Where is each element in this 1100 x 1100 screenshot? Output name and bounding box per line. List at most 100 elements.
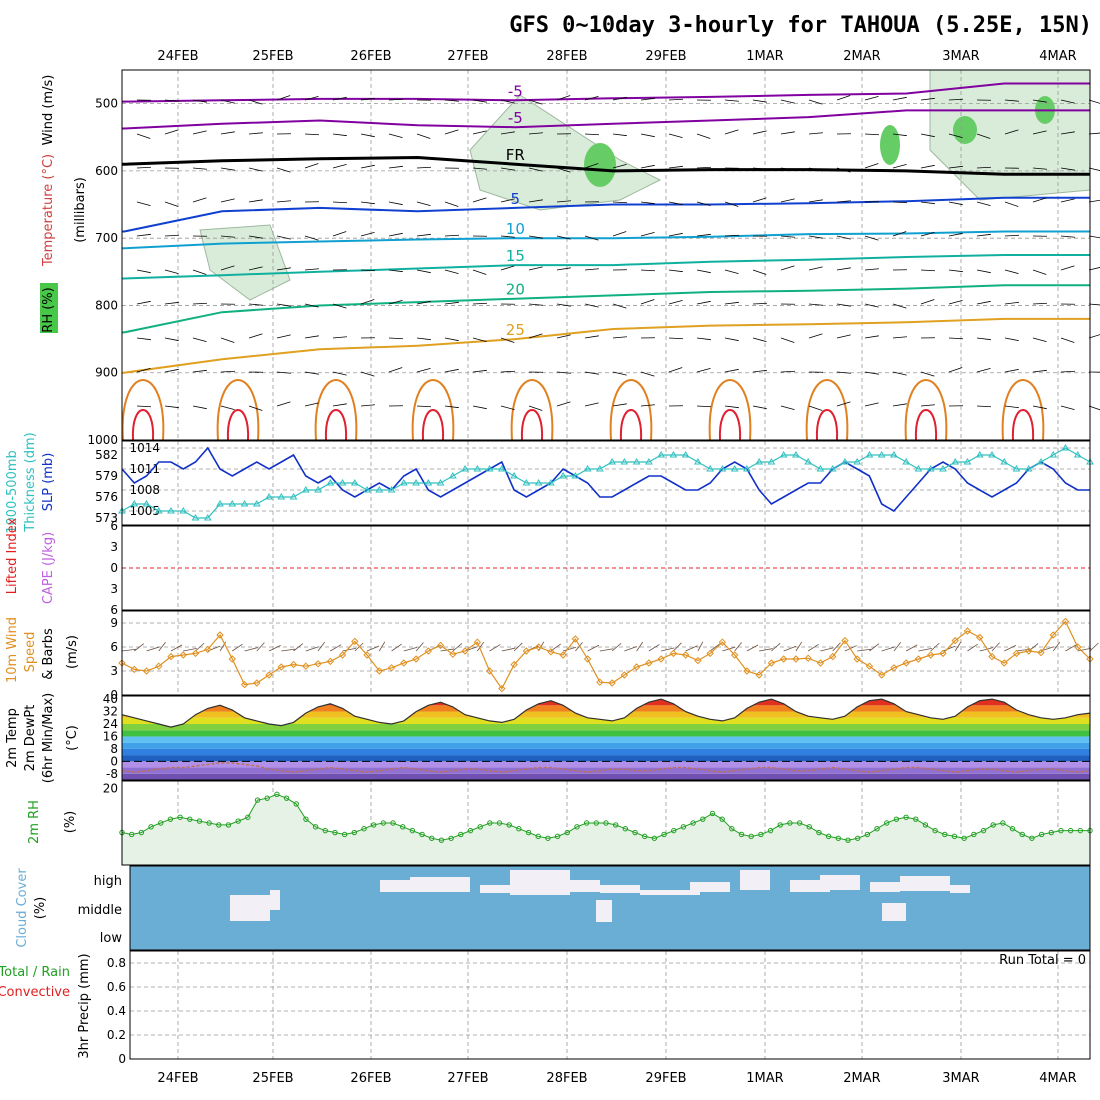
thickness-marker — [448, 472, 457, 479]
wind-barb — [304, 335, 319, 339]
thickness-marker — [767, 458, 776, 465]
cloud-unit: (%) — [33, 897, 48, 920]
wind-barb — [500, 131, 515, 135]
wind-marker — [939, 649, 947, 658]
wind-marker — [571, 635, 580, 643]
wind-barb — [416, 300, 431, 305]
wind-barb — [864, 303, 879, 308]
wind-barb — [220, 405, 235, 411]
wind-barb — [416, 367, 431, 373]
heat-contour — [609, 379, 653, 441]
wind-barb — [416, 405, 432, 408]
lifted-tick: 0 — [110, 561, 118, 575]
wind-barb — [1004, 201, 1019, 207]
rh-marker — [874, 826, 880, 832]
wind-barb — [276, 267, 291, 271]
wind-marker — [596, 678, 604, 686]
wind-barb — [332, 303, 347, 309]
wind-barb — [808, 333, 823, 339]
rh-marker — [825, 833, 832, 840]
wind-marker — [877, 671, 886, 679]
wind-barb — [500, 405, 515, 411]
cloud-label: Cloud Cover — [15, 868, 30, 948]
thickness-marker — [1073, 451, 1082, 458]
rh-marker — [458, 831, 464, 838]
rh-marker — [990, 822, 996, 828]
wind-barb — [696, 405, 712, 408]
thickness-marker — [853, 458, 862, 465]
wind-barb — [640, 269, 656, 272]
wind-barb — [415, 642, 424, 652]
wind-label-2: Speed — [23, 632, 38, 673]
wind-barb — [976, 133, 991, 139]
thickness-marker — [890, 451, 898, 458]
thickness-marker — [1049, 451, 1058, 458]
temp-band — [122, 761, 1090, 768]
wind-barb — [780, 265, 795, 271]
isotherm-line — [122, 284, 1090, 334]
date-label-bottom: 26FEB — [350, 1071, 391, 1086]
rh-marker — [516, 826, 522, 832]
wind-barb — [452, 643, 463, 652]
temp-label-4: (°C) — [65, 725, 80, 751]
wind-barb — [685, 645, 698, 652]
wind-barb — [832, 642, 841, 652]
wind-barb — [192, 99, 207, 103]
wind-barb — [164, 337, 179, 342]
thickness-marker — [179, 507, 188, 514]
wind-barb — [1088, 199, 1100, 203]
wind-barb — [780, 198, 795, 203]
temp-frame — [121, 695, 1091, 781]
wind-marker — [204, 645, 212, 654]
wind-barb — [276, 95, 291, 101]
wind-barb — [248, 235, 263, 239]
wind-barb — [1060, 198, 1075, 203]
wind-barb — [1004, 368, 1019, 373]
wind-marker — [351, 637, 359, 646]
wind-barb — [444, 99, 459, 102]
wind-marker — [142, 667, 151, 675]
wind-barb — [500, 265, 515, 271]
wind-barb — [584, 335, 599, 339]
wind-barb — [416, 201, 431, 207]
thickness-marker — [583, 465, 592, 472]
slp-tick: 1011 — [129, 462, 160, 476]
cloud-clear-gap — [380, 880, 410, 892]
rh-marker — [419, 831, 425, 838]
upper-air-frame — [121, 69, 1091, 441]
wind-barb — [444, 129, 459, 135]
cloud-clear-gap — [870, 882, 900, 892]
wind-barb — [1032, 337, 1047, 343]
wind-marker — [1000, 659, 1008, 667]
wind-barb — [472, 269, 487, 275]
wind-barb — [808, 199, 823, 203]
wind-barb — [668, 367, 683, 373]
rh-marker — [545, 835, 551, 841]
wind-barb — [673, 642, 682, 652]
thickness-marker — [375, 486, 384, 493]
heat-contour — [510, 379, 554, 441]
wind-marker — [853, 655, 861, 663]
temp-label-3: (6hr Min/Max) — [41, 693, 56, 783]
wind-barb — [808, 132, 823, 135]
rh-marker — [303, 816, 309, 822]
wind-barb — [244, 647, 258, 652]
wind-barb — [444, 301, 459, 305]
wind-barb — [342, 647, 357, 652]
cloud-cover-panel: high middle low Cloud Cover (%) — [15, 865, 1091, 951]
wind-marker — [326, 657, 335, 666]
rh-marker — [148, 824, 154, 830]
wind-barb — [892, 336, 907, 339]
wind-barb — [332, 201, 348, 204]
rh-high-shading — [584, 143, 616, 187]
wind-barb — [136, 337, 151, 341]
wind-barb — [232, 643, 243, 652]
thickness-marker — [203, 514, 212, 521]
date-label-top: 4MAR — [1039, 49, 1076, 64]
thickness-tick: 579 — [95, 469, 118, 483]
wind-barb — [360, 164, 375, 169]
wind-barb — [709, 643, 721, 652]
wind-barb — [780, 370, 796, 373]
wind-barb — [248, 303, 263, 306]
heat-contour-inner — [815, 409, 839, 441]
